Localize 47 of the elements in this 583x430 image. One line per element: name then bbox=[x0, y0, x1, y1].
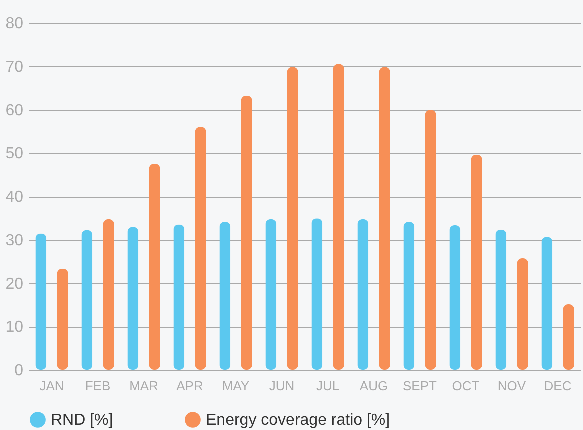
x-tick-label: DEC bbox=[544, 378, 572, 394]
legend-label: Energy coverage ratio [%] bbox=[206, 412, 390, 429]
bar bbox=[404, 222, 415, 370]
x-tick-label: JUN bbox=[269, 378, 295, 394]
bar bbox=[450, 226, 461, 370]
bar bbox=[128, 227, 139, 370]
bar bbox=[358, 219, 369, 370]
x-tick-label: APR bbox=[176, 378, 204, 394]
bar bbox=[425, 110, 436, 370]
y-tick-label: 0 bbox=[14, 362, 24, 380]
bar bbox=[517, 258, 528, 370]
x-tick-label: MAR bbox=[130, 378, 158, 394]
bar bbox=[195, 127, 206, 370]
bar bbox=[471, 154, 482, 370]
y-tick-label: 50 bbox=[6, 146, 24, 163]
y-tick-label: 20 bbox=[6, 276, 24, 293]
bar bbox=[287, 67, 298, 370]
bar bbox=[312, 218, 323, 370]
bar bbox=[220, 222, 231, 370]
x-tick-label: MAY bbox=[222, 378, 250, 394]
y-tick-label: 30 bbox=[6, 232, 24, 250]
bar bbox=[82, 230, 93, 370]
y-tick-label: 80 bbox=[6, 16, 24, 32]
bar bbox=[563, 304, 574, 370]
y-tick-label: 10 bbox=[6, 319, 24, 336]
x-tick-label: NOV bbox=[498, 378, 526, 394]
bar bbox=[241, 96, 252, 370]
bar bbox=[496, 230, 507, 370]
bar bbox=[379, 67, 390, 370]
bar bbox=[542, 237, 553, 370]
x-tick-label: FEB bbox=[85, 378, 111, 394]
bar bbox=[36, 234, 47, 370]
x-tick-label: JAN bbox=[40, 378, 64, 394]
bar bbox=[149, 164, 160, 370]
y-tick-label: 40 bbox=[6, 189, 24, 206]
x-tick-label: OCT bbox=[452, 378, 480, 394]
bar bbox=[57, 268, 68, 370]
legend-label: RND [%] bbox=[51, 412, 114, 429]
bar bbox=[174, 224, 185, 370]
y-tick-label: 70 bbox=[6, 58, 24, 76]
bar bbox=[333, 64, 344, 370]
y-tick-label: 60 bbox=[6, 102, 24, 120]
x-tick-label: SEPT bbox=[403, 378, 438, 394]
x-tick-label: AUG bbox=[360, 378, 388, 394]
bar bbox=[103, 219, 114, 370]
x-tick-label: JUL bbox=[316, 378, 340, 394]
bar bbox=[266, 219, 277, 370]
